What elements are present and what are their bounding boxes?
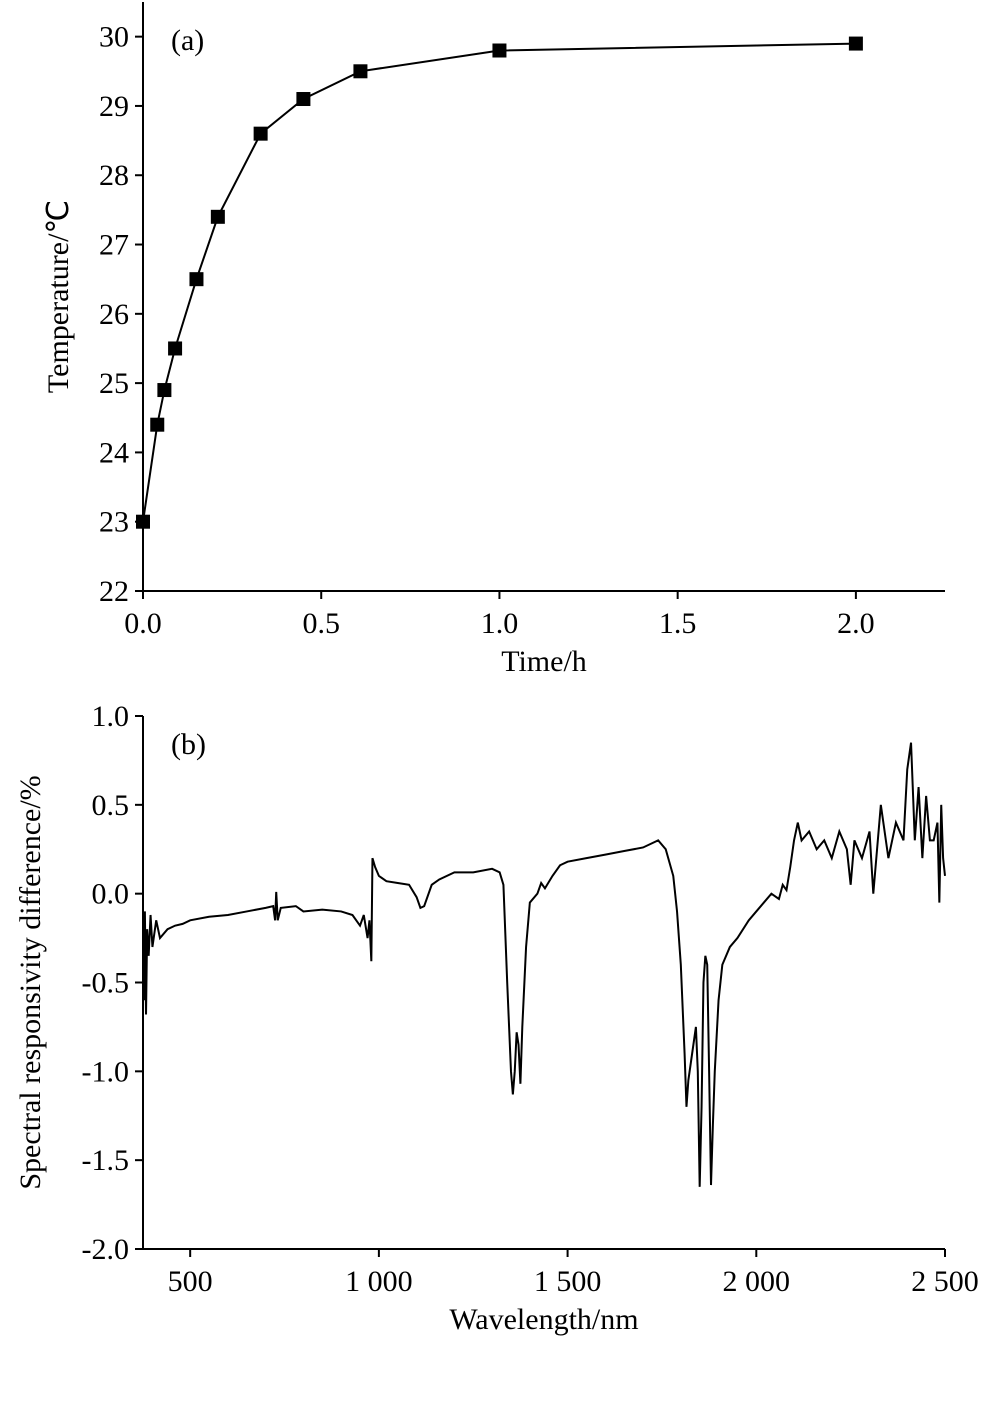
x-tick-label: 2 500 [911, 1265, 979, 1298]
y-tick-label: 1.0 [92, 700, 130, 733]
data-point [136, 514, 150, 529]
panel-label: (b) [171, 728, 206, 761]
data-point [168, 341, 183, 356]
data-point [353, 64, 368, 79]
y-tick-label: 26 [99, 298, 129, 331]
data-point [157, 383, 172, 398]
y-tick-label: 0.0 [92, 878, 130, 911]
x-tick-label: 2 000 [723, 1265, 791, 1298]
x-tick-label: 1 500 [534, 1265, 602, 1298]
data-line [142, 742, 946, 1187]
y-tick-label: 30 [99, 21, 129, 54]
y-tick-label: 27 [99, 229, 129, 262]
y-tick-label: -1.5 [82, 1144, 130, 1177]
data-point [253, 126, 268, 141]
x-tick-label: 1.5 [659, 607, 697, 640]
x-axis-label: Time/h [501, 645, 587, 678]
data-point [189, 272, 204, 287]
data-line [142, 42, 856, 522]
x-tick-label: 0.5 [302, 607, 340, 640]
y-axis-label: Spectral responsivity difference/% [14, 775, 47, 1189]
data-point [492, 43, 507, 58]
x-axis-label: Wavelength/nm [449, 1303, 638, 1336]
data-point [150, 417, 165, 432]
x-tick-label: 2.0 [837, 607, 875, 640]
x-tick-label: 0.0 [124, 607, 162, 640]
y-tick-label: -0.5 [82, 967, 130, 1000]
data-point [210, 209, 225, 224]
data-point [296, 92, 311, 107]
x-tick-label: 1.0 [481, 607, 519, 640]
y-tick-label: -2.0 [82, 1233, 130, 1266]
y-tick-label: -1.0 [82, 1055, 130, 1088]
y-tick-label: 24 [99, 436, 129, 469]
y-tick-label: 25 [99, 367, 129, 400]
data-point [848, 36, 863, 51]
y-tick-label: 0.5 [92, 789, 130, 822]
y-tick-label: 22 [99, 575, 129, 608]
y-tick-label: 28 [99, 159, 129, 192]
y-tick-label: 23 [99, 506, 129, 539]
panel-label: (a) [171, 24, 204, 57]
x-tick-label: 1 000 [345, 1265, 413, 1298]
x-tick-label: 500 [168, 1265, 213, 1298]
y-axis-label: Temperature/℃ [42, 200, 75, 393]
y-tick-label: 29 [99, 90, 129, 123]
